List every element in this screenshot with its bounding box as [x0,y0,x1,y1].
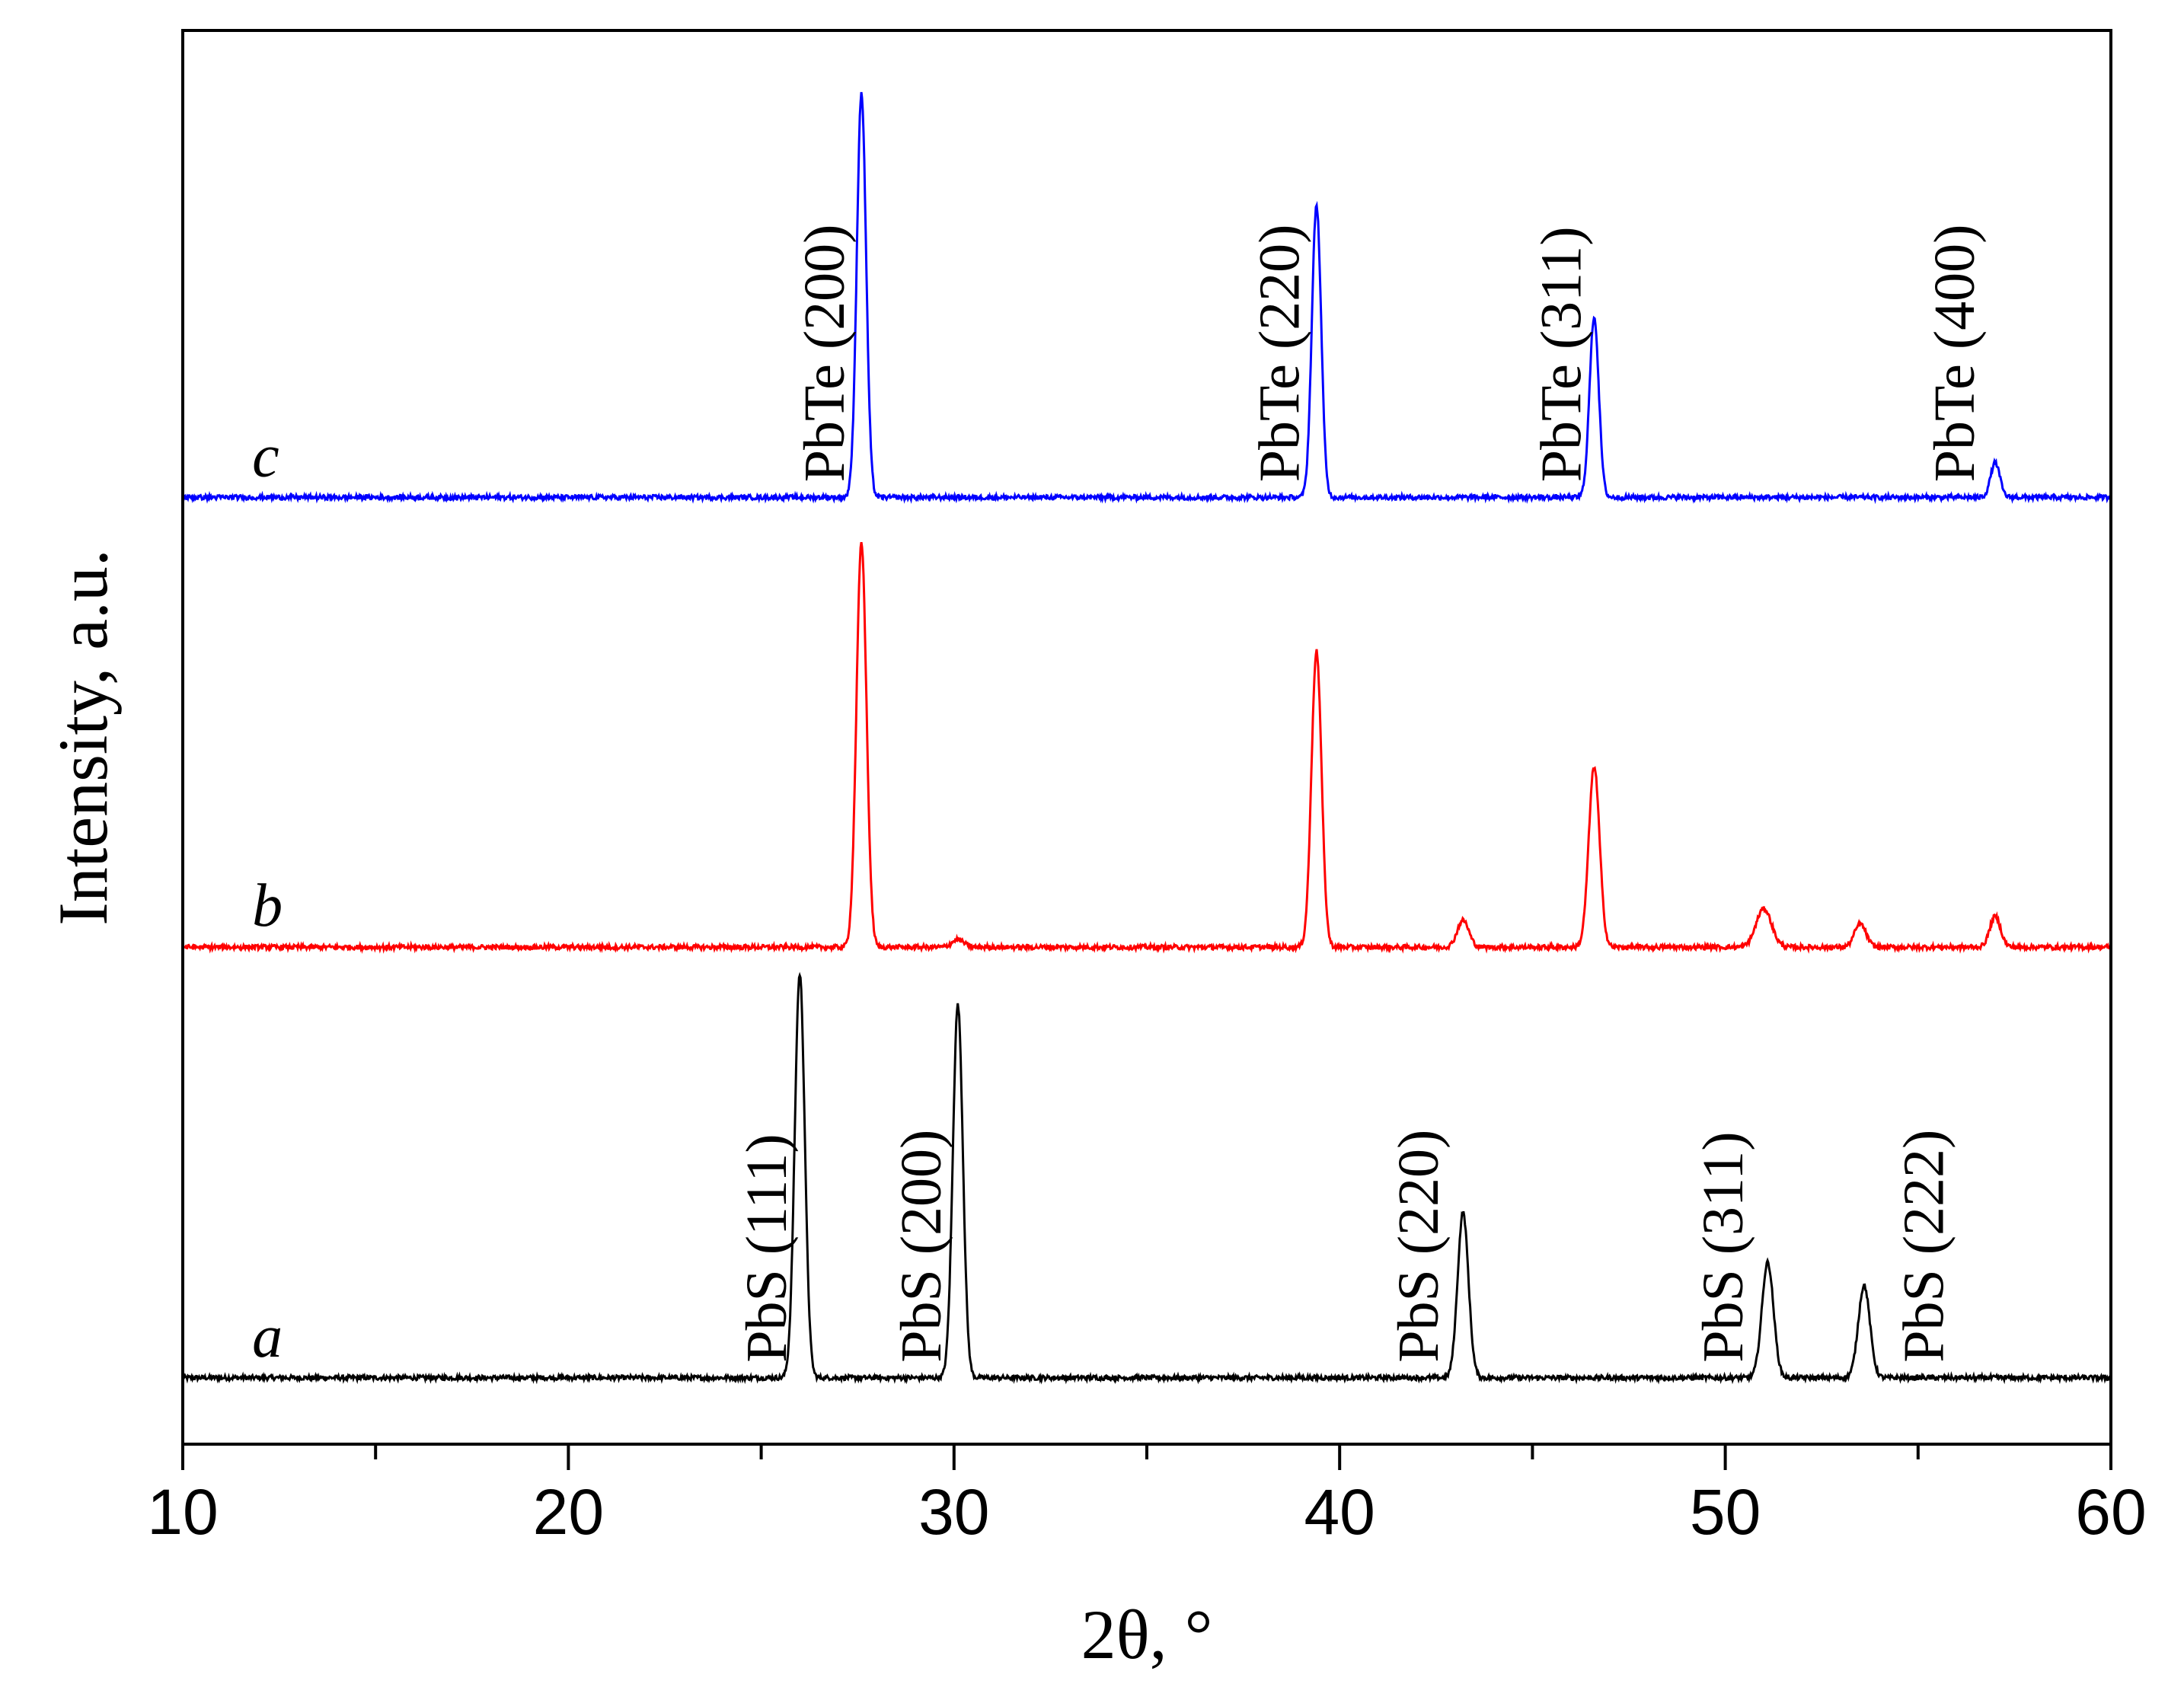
peak-annotation: PbS (220) [1387,1130,1451,1363]
x-tick-label: 60 [2075,1476,2146,1548]
series-b-line [181,541,2112,954]
peak-annotation: PbTe (311) [1529,226,1593,482]
series-layer: a b c [181,91,2112,1385]
series-c-line [181,91,2112,505]
peak-annotation: PbS (200) [889,1130,953,1363]
peak-annotation: PbTe (400) [1923,225,1987,483]
series-c-label: c [252,423,279,490]
peak-annotation: PbS (222) [1892,1130,1956,1363]
x-axis-label: 2θ, ° [1081,1596,1213,1673]
x-tick-label: 20 [533,1476,604,1548]
peak-annotation: PbTe (200) [793,225,857,483]
annotation-layer: PbS (111) PbS (200) PbS (220) PbS (311) PbS … [735,225,1987,1363]
series-b-label: b [252,872,283,939]
peak-annotation: PbS (311) [1691,1131,1755,1362]
plot-frame [181,29,2112,1446]
series-a-line [181,971,2112,1385]
x-axis: 10 20 30 40 50 60 [147,1444,2147,1548]
y-axis-label: Intensity, a.u. [44,549,122,926]
x-tick-label: 30 [918,1476,989,1548]
x-tick-label: 50 [1690,1476,1761,1548]
x-tick-label: 10 [147,1476,218,1548]
x-tick-label: 40 [1304,1476,1375,1548]
series-a-label: a [252,1303,283,1370]
peak-annotation: PbS (111) [735,1134,799,1363]
peak-annotation: PbTe (220) [1248,225,1312,483]
